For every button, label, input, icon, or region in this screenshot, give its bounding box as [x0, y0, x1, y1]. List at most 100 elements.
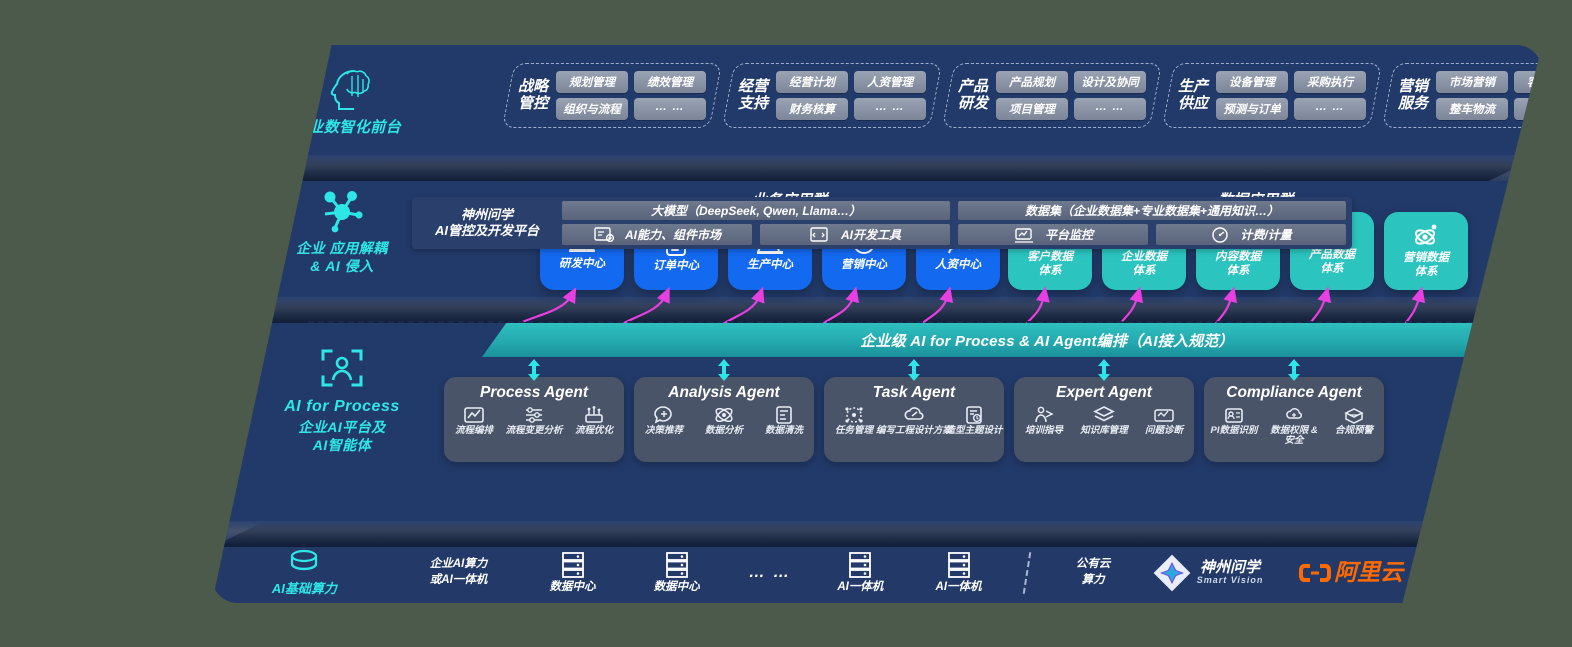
rail-ai-label-3: AI智能体: [312, 436, 372, 453]
cloud-write-icon: [904, 407, 924, 420]
chip[interactable]: 客户关系: [1514, 71, 1542, 93]
chip[interactable]: 规划管理: [556, 71, 629, 93]
agent-feature[interactable]: 问题诊断: [1134, 405, 1193, 436]
label-line2: 体系: [1320, 262, 1344, 275]
logo-smart-vision[interactable]: 神州问学 Smart Vision: [1139, 554, 1277, 592]
chip-more[interactable]: … …: [1294, 98, 1367, 120]
data-card-label: 客户数据 体系: [1027, 251, 1073, 277]
chip[interactable]: 预测与订单: [1216, 98, 1289, 120]
platform-cell-label: AI开发工具: [840, 228, 901, 243]
double-arrow-icon: [528, 359, 540, 381]
group-production-supply[interactable]: 生产 供应 设备管理 采购执行 预测与订单 … …: [1162, 63, 1383, 128]
platform-cell-billing[interactable]: 计费/计量: [1156, 224, 1346, 245]
platform-col-models: 大模型（DeepSeek, Qwen, Llama…） AI能力、组件市场: [562, 201, 950, 245]
double-arrow-icon: [1288, 359, 1300, 381]
agent-feature[interactable]: 任务管理: [824, 405, 883, 436]
data-card-label: 产品数据 体系: [1309, 249, 1355, 275]
infra-node-datacenter-1[interactable]: 数据中心: [520, 551, 624, 595]
agent-feature[interactable]: 数据清洗: [754, 405, 813, 436]
agent-card-task[interactable]: Task Agent 任务管理: [824, 359, 1004, 462]
huawei-flower-icon: [1464, 554, 1503, 581]
sliders-icon: [525, 407, 542, 423]
chip[interactable]: 组织与流程: [556, 98, 629, 120]
agent-feature[interactable]: 流程编排: [444, 405, 503, 436]
chip-more[interactable]: … …: [1074, 98, 1147, 120]
agent-feature[interactable]: 培训指导: [1014, 405, 1073, 436]
platform-name: 神州问学 AI管控及开发平台: [412, 197, 562, 249]
infra-node-label: 数据中心: [653, 581, 700, 594]
group-title-line2: 服务: [1398, 95, 1429, 113]
rail-front-office: 企业数智化前台: [242, 65, 452, 138]
agent-feature[interactable]: 决策推荐: [634, 405, 693, 436]
layer-separator-1: [212, 155, 1542, 181]
infra-dots-label: … …: [748, 564, 792, 582]
agent-feature[interactable]: 流程变更分析: [504, 405, 563, 436]
chip[interactable]: 经营计划: [776, 71, 849, 93]
agent-card-analysis[interactable]: Analysis Agent 决策推荐: [634, 359, 814, 462]
ai-orchestration-banner: 企业级 AI for Process & AI Agent编排（AI接入规范）: [482, 323, 1492, 357]
chip[interactable]: 设备管理: [1216, 71, 1289, 93]
platform-cell-monitoring[interactable]: 平台监控: [958, 224, 1148, 245]
rail-ai-label-2: 企业AI平台及: [298, 419, 386, 435]
agent-feature[interactable]: 流程优化: [564, 405, 623, 436]
group-marketing-service[interactable]: 营销服务 市场营销 客户关系 整车物流 … …: [1382, 63, 1542, 128]
chip-more[interactable]: … …: [634, 98, 707, 120]
logo-huawei[interactable]: HUAWEI: [1424, 552, 1542, 594]
infra-node-aio-1[interactable]: AI一体机: [811, 551, 909, 595]
chip[interactable]: 人资管理: [854, 71, 927, 93]
platform-cell-label: 计费/计量: [1240, 228, 1292, 243]
ai-banner-wrap: 企业级 AI for Process & AI Agent编排（AI接入规范）: [212, 321, 1542, 361]
agent-feature-label: 编写工程设计方案: [875, 425, 952, 436]
platform-datasets-bar[interactable]: 数据集（企业数据集+专业数据集+通用知识…）: [958, 201, 1346, 221]
group-operations[interactable]: 经营 支持 经营计划 人资管理 财务核算 … …: [721, 63, 943, 128]
chip[interactable]: 财务核算: [776, 98, 849, 120]
chip[interactable]: 整车物流: [1436, 98, 1509, 120]
server-icon: [665, 552, 688, 578]
agent-title: Analysis Agent: [668, 384, 780, 401]
app-card-label: 订单中心: [653, 259, 699, 272]
agent-feature[interactable]: 编写工程设计方案: [876, 405, 952, 436]
agent-title: Compliance Agent: [1226, 384, 1362, 401]
chip-more[interactable]: … …: [1514, 98, 1542, 120]
agent-feature[interactable]: PI数据识别: [1204, 405, 1263, 447]
platform-cell-ai-market[interactable]: AI能力、组件市场: [562, 224, 752, 245]
double-arrow-icon: [1098, 359, 1110, 381]
label-line1: 产品数据: [1309, 249, 1355, 262]
agent-feature[interactable]: 知识库管理: [1074, 405, 1133, 436]
chip[interactable]: 绩效管理: [634, 71, 707, 93]
agent-feature[interactable]: 造型主题设计: [944, 405, 1003, 436]
agent-card-compliance[interactable]: Compliance Agent PI数据识别: [1204, 359, 1384, 462]
agent-feature[interactable]: 数据权限 & 安全: [1264, 405, 1323, 447]
shield-cloud-icon: [1286, 408, 1302, 419]
double-arrow-icon: [718, 359, 730, 381]
gauge-icon: [1212, 226, 1229, 243]
logo-aliyun[interactable]: 阿里云: [1277, 559, 1424, 587]
agent-feature[interactable]: 合规预警: [1324, 405, 1383, 447]
chip[interactable]: 产品规划: [996, 71, 1069, 93]
molecule-icon: [324, 191, 363, 233]
platform-cell-dev-tools[interactable]: AI开发工具: [760, 224, 950, 245]
alert-box-icon: [1344, 408, 1364, 424]
group-product-rd[interactable]: 产品 研发 产品规划 设计及协同 项目管理 … …: [942, 63, 1163, 128]
logo-aliyun-text: 阿里云: [1333, 559, 1403, 586]
platform-models-bar[interactable]: 大模型（DeepSeek, Qwen, Llama…）: [562, 201, 950, 221]
chip[interactable]: 采购执行: [1294, 71, 1367, 93]
data-card-marketing[interactable]: 营销数据 体系: [1384, 212, 1468, 290]
infra-label-line2: 算力: [1081, 574, 1105, 586]
label-line1: 内容数据: [1215, 251, 1261, 264]
agent-card-process[interactable]: Process Agent 流程编排: [444, 359, 624, 462]
chip[interactable]: 项目管理: [996, 98, 1069, 120]
agent-feature-label: 问题诊断: [1144, 425, 1183, 436]
id-card-icon: [1225, 408, 1243, 423]
atom-analysis-icon: [715, 407, 733, 423]
platform-col-datasets: 数据集（企业数据集+专业数据集+通用知识…） 平台监控: [958, 201, 1346, 245]
chip[interactable]: 设计及协同: [1074, 71, 1147, 93]
chip[interactable]: 市场营销: [1436, 71, 1509, 93]
agent-card-expert[interactable]: Expert Agent 培训指导: [1014, 359, 1194, 462]
infra-node-aio-2[interactable]: AI一体机: [909, 551, 1007, 595]
chip-more[interactable]: … …: [854, 98, 927, 120]
group-strategy[interactable]: 战略 管控 规划管理 绩效管理 组织与流程 … …: [501, 63, 723, 128]
layer-infrastructure: [212, 543, 1542, 603]
infra-node-datacenter-2[interactable]: 数据中心: [625, 551, 729, 595]
agent-feature[interactable]: 数据分析: [694, 405, 753, 436]
